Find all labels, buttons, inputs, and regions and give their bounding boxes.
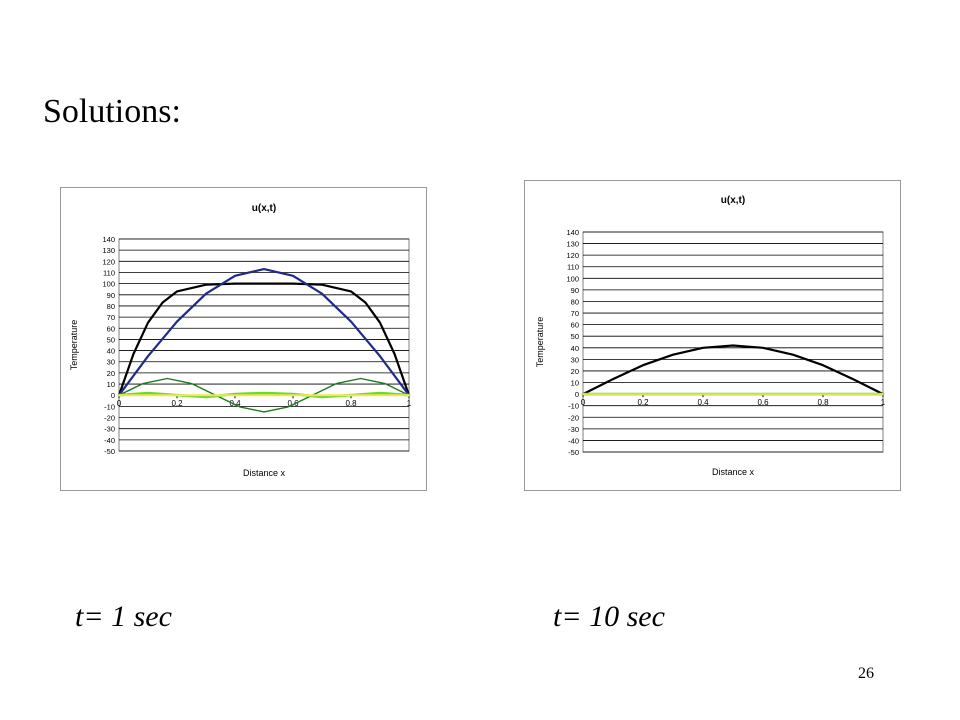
chart-t10-ytick-label: 20 [571, 367, 579, 376]
chart-t1-series-line-3 [118, 377, 410, 413]
chart-t1: 140 130 120 110 100 90 80 70 60 50 40 30 20 10 0 -10 -20… [60, 187, 427, 491]
chart-t10-xlabel: Distance x [712, 467, 755, 477]
chart-t10-xtick-label: 0.4 [697, 398, 709, 407]
chart-t1-series-line-1 [117, 282, 411, 397]
chart-t10-ytick-label: 100 [566, 274, 579, 283]
chart-t10-ytick-label: 50 [571, 332, 579, 341]
chart-t10-xtick-label: 0.6 [757, 398, 769, 407]
chart-t10-ytick-label: 30 [571, 355, 579, 364]
chart-t1-ytick-label: 0 [111, 391, 115, 400]
chart-t10-ytick-label: 90 [571, 286, 579, 295]
chart-t10-title: u(x,t) [721, 195, 745, 206]
chart-t1-ytick-label: 80 [107, 302, 115, 311]
chart-t1-ylabel: Temperature [69, 320, 79, 371]
chart-t10-xtick-label: 0 [581, 398, 586, 407]
chart-t10: 140 130 120 110 100 90 80 70 60 50 40 30 20 10 0 -10 -20… [524, 180, 901, 491]
chart-t10-ytick-label: -40 [568, 436, 579, 445]
chart-t1-ytick-label: 130 [102, 246, 115, 255]
chart-t1-ytick-label: 50 [107, 335, 115, 344]
chart-t1-svg: 1401301201101009080706050403020100-10-20… [69, 203, 412, 478]
caption-t1: t= 1 sec [75, 600, 172, 633]
chart-t1-title: u(x,t) [252, 203, 276, 214]
chart-t10-ylabel: Temperature [535, 317, 545, 368]
chart-t10-ytick-label: 0 [575, 390, 579, 399]
chart-t10-ytick-label: 70 [571, 309, 579, 318]
chart-t10-xtick-label: 1 [881, 398, 886, 407]
chart-t10-ytick-label: -30 [568, 425, 579, 434]
chart-t1-xtick-label: 0.8 [345, 399, 357, 408]
chart-t1-ytick-label: 70 [107, 313, 115, 322]
chart-t10-ytick-label: 140 [566, 228, 579, 237]
chart-t10-series-line-1 [581, 344, 885, 396]
chart-t1-ytick-label: -20 [104, 414, 115, 423]
chart-t10-ytick-label: 10 [571, 379, 579, 388]
chart-t10-ytick-label: -10 [568, 402, 579, 411]
chart-t10-plot-area [582, 231, 884, 453]
slide-title: Solutions: [43, 93, 181, 130]
chart-t1-ytick-label: -50 [104, 447, 115, 456]
chart-t10-ytick-label: -50 [568, 448, 579, 457]
chart-t1-ytick-label: 90 [107, 291, 115, 300]
chart-t10-ytick-label: 80 [571, 297, 579, 306]
chart-t1-ytick-label: 100 [102, 280, 115, 289]
chart-t10-ytick-label: -20 [568, 413, 579, 422]
chart-t1-xtick-label: 0.2 [171, 399, 183, 408]
page-number: 26 [858, 665, 874, 682]
chart-t1-ytick-label: -10 [104, 402, 115, 411]
chart-t1-ytick-label: 40 [107, 347, 115, 356]
chart-t10-ytick-label: 120 [566, 251, 579, 260]
chart-t1-ytick-label: -40 [104, 436, 115, 445]
chart-t1-xtick-label: 1 [407, 399, 412, 408]
chart-t10-xtick-label: 0.2 [637, 398, 649, 407]
chart-t10-svg: 1401301201101009080706050403020100-10-20… [535, 195, 886, 477]
chart-t10-ytick-label: 40 [571, 344, 579, 353]
chart-t10-ytick-label: 110 [567, 263, 579, 272]
chart-t1-ytick-label: 110 [103, 268, 115, 277]
chart-t1-ytick-label: 20 [107, 369, 115, 378]
chart-t1-xlabel: Distance x [243, 468, 286, 478]
chart-t1-xtick-label: 0 [117, 399, 122, 408]
chart-t1-ytick-label: 120 [102, 257, 115, 266]
chart-t1-plot-area [118, 238, 410, 452]
chart-t1-ytick-label: 140 [102, 235, 115, 244]
chart-t1-ytick-label: 10 [107, 380, 115, 389]
chart-t1-ytick-label: 30 [107, 358, 115, 367]
chart-t10-ytick-label: 130 [566, 240, 579, 249]
chart-t1-ytick-label: 60 [107, 324, 115, 333]
chart-t1-ytick-label: -30 [104, 425, 115, 434]
chart-t10-ytick-label: 60 [571, 321, 579, 330]
chart-t1-xtick-label: 0.4 [229, 399, 241, 408]
chart-t1-series-line-2 [117, 267, 411, 397]
caption-t10: t= 10 sec [553, 600, 665, 633]
chart-t10-xtick-label: 0.8 [817, 398, 829, 407]
